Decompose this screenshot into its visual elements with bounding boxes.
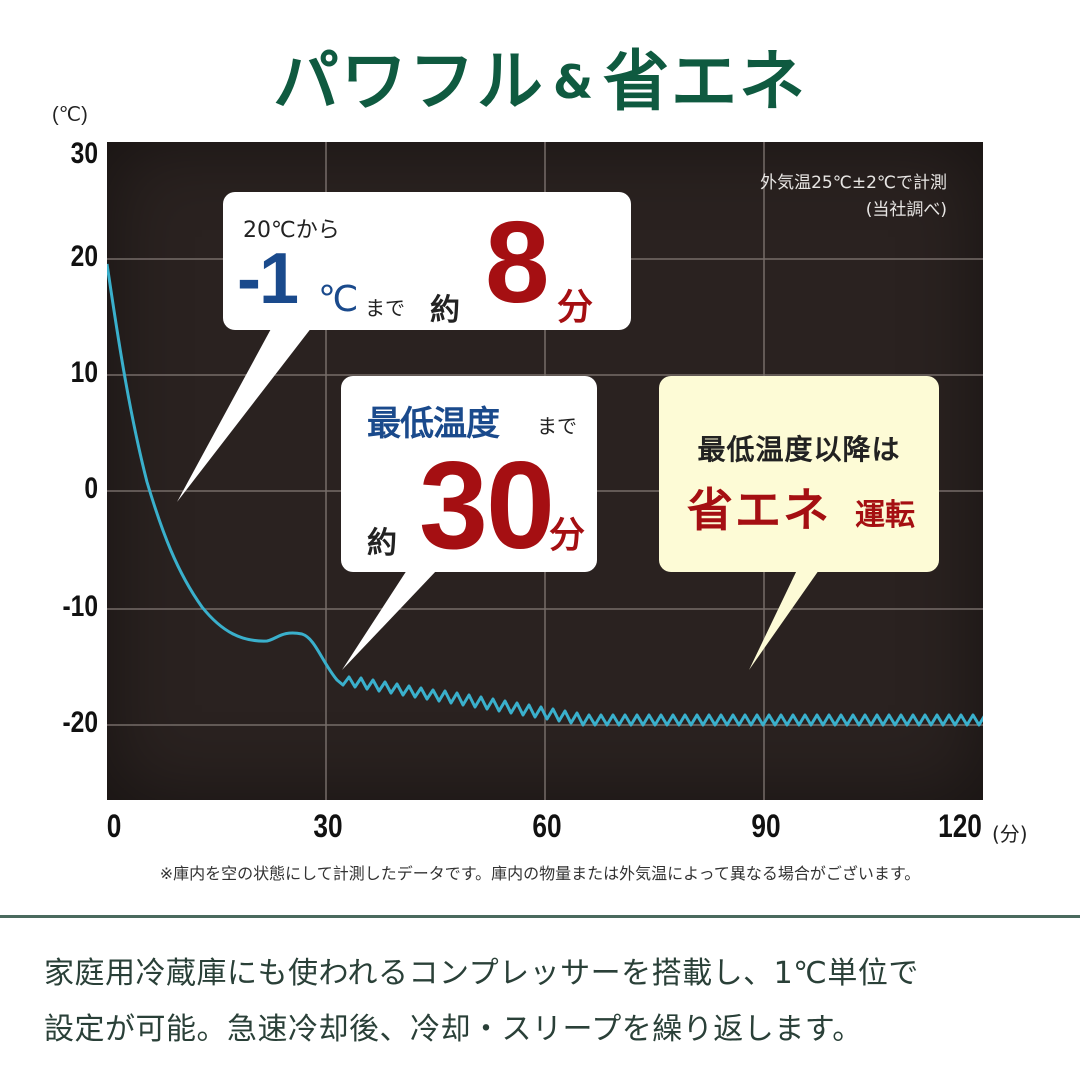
callout2-minutes-unit: 分 (549, 515, 586, 556)
y-tick-minus20: -20 (62, 706, 98, 739)
callout-30-minutes: 最低温度 まで 約 30 分 (341, 376, 597, 572)
callout-8-minutes: 20℃から -1 ℃ まで 約 8 分 (223, 192, 631, 330)
title-powerful: パワフル (272, 43, 545, 120)
y-tick-30: 30 (70, 137, 98, 170)
y-axis-unit: (℃) (52, 104, 88, 126)
x-axis-unit: (分) (992, 822, 1028, 846)
callout1-pointer (177, 327, 312, 502)
chart-plot-area: 外気温25℃±2℃で計測 (当社調べ) 20℃から -1 ℃ まで 約 8 分 … (107, 142, 983, 800)
callout2-until-text: まで (537, 414, 577, 438)
description-line-2: 設定が可能。急速冷却後、冷却・スリープを繰り返します。 (44, 1012, 863, 1047)
callout3-pointer (749, 570, 819, 670)
callout1-minutes-unit: 分 (557, 287, 594, 328)
callout3-after-lowest-text: 最低温度以降は (697, 433, 901, 466)
title-energy-saving: 省エネ (603, 43, 808, 120)
callout2-pointer (342, 570, 437, 670)
callout-energy-saving: 最低温度以降は 省エネ 運転 (659, 376, 939, 572)
x-tick-60: 60 (532, 808, 562, 844)
callout1-until-text: まで (365, 296, 405, 320)
callout1-approx-text: 約 (430, 293, 460, 328)
x-tick-120: 120 (938, 808, 982, 844)
x-tick-90: 90 (751, 808, 781, 844)
x-tick-30: 30 (313, 808, 343, 844)
measurement-source: (当社調べ) (865, 200, 947, 220)
callout3-energy-saving-text: 省エネ (687, 483, 831, 537)
y-tick-0: 0 (84, 472, 98, 505)
y-tick-20: 20 (70, 240, 98, 273)
callout2-approx-text: 約 (367, 526, 397, 561)
callout1-degree-unit: ℃ (318, 278, 359, 319)
section-divider (0, 915, 1080, 918)
product-description: 家庭用冷蔵庫にも使われるコンプレッサーを搭載し、1℃単位で 設定が可能。急速冷却… (44, 946, 1054, 1058)
callout3-operation-text: 運転 (855, 498, 915, 533)
measurement-note: 外気温25℃±2℃で計測 (当社調べ) (760, 170, 947, 224)
callout2-minutes-value: 30 (419, 437, 555, 575)
callout2-lowest-temp-text: 最低温度 (367, 404, 500, 444)
callout1-target-temp: -1 (237, 239, 299, 319)
x-tick-0: 0 (106, 808, 122, 844)
y-tick-10: 10 (70, 356, 98, 389)
temperature-line (107, 263, 983, 727)
page-title: パワフル & 省エネ (0, 28, 1080, 124)
chart-footnote: ※庫内を空の状態にして計測したデータです。庫内の物量または外気温によって異なる場… (159, 864, 921, 883)
description-line-1: 家庭用冷蔵庫にも使われるコンプレッサーを搭載し、1℃単位で (44, 956, 919, 991)
callout1-from-text: 20℃から (243, 218, 340, 243)
measurement-condition: 外気温25℃±2℃で計測 (760, 173, 947, 193)
callout1-minutes-value: 8 (485, 197, 550, 327)
y-tick-minus10: -10 (62, 590, 98, 623)
title-ampersand: & (552, 55, 596, 109)
